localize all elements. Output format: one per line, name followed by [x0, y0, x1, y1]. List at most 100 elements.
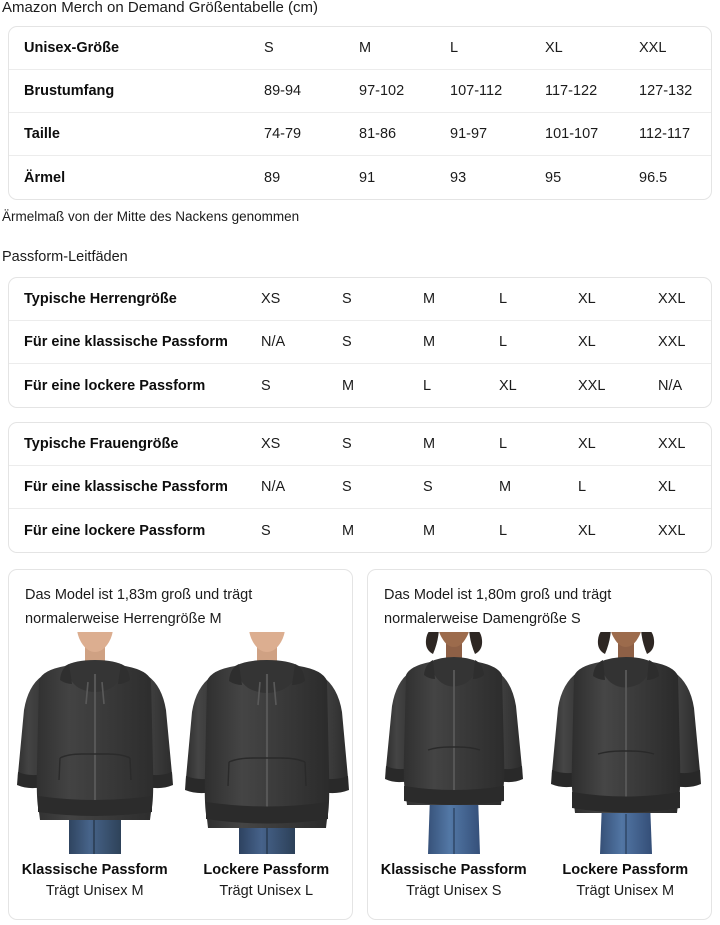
cell-value: S — [423, 479, 433, 495]
female-model-card: Das Model ist 1,80m groß und trägt norma… — [367, 569, 712, 920]
table-row: Für eine lockere Passform S M L XL XXL N… — [9, 364, 711, 407]
male-figure-row — [9, 632, 352, 854]
cell-value: XXL — [658, 522, 686, 539]
male-figure-classic-fit — [9, 632, 181, 854]
row-label: Für eine klassische Passform — [24, 334, 228, 350]
cell-value: XXL — [658, 334, 686, 350]
cell-value: XL — [578, 522, 596, 539]
table-header-row: Unisex-Größe S M L XL XXL — [9, 27, 711, 70]
female-figure-loose-fit — [540, 632, 711, 854]
cell-value: 89 — [264, 169, 281, 186]
cell-value: L — [499, 436, 508, 452]
table-row: Für eine lockere Passform S M M L XL XXL — [9, 509, 711, 552]
fit-guides-heading: Passform-Leitfäden — [2, 249, 128, 265]
sleeve-measurement-note: Ärmelmaß von der Mitte des Nackens genom… — [2, 209, 300, 224]
female-caption-classic: Klassische Passform Trägt Unisex S — [368, 860, 540, 902]
female-hoodie-loose-illustration — [540, 632, 711, 854]
cell-value: 96.5 — [639, 169, 668, 186]
column-header-xxl: XXL — [639, 40, 667, 56]
cell-value: L — [499, 334, 508, 350]
cell-value: XXL — [578, 377, 606, 394]
table-row: Brustumfang 89-94 97-102 107-112 117-122… — [9, 70, 711, 113]
cell-value: M — [423, 436, 436, 452]
cell-value: M — [423, 522, 436, 539]
cell-value: M — [342, 377, 355, 394]
cell-value: XXL — [658, 291, 686, 307]
cell-value: 112-117 — [639, 126, 691, 142]
cell-value: S — [342, 334, 352, 350]
male-caption-loose: Lockere Passform Trägt Unisex L — [181, 860, 353, 902]
cell-value: XL — [499, 377, 517, 394]
cell-value: 107-112 — [450, 83, 503, 99]
male-model-heading: Das Model ist 1,83m groß und trägt norma… — [25, 587, 253, 627]
male-model-card: Das Model ist 1,83m groß und trägt norma… — [8, 569, 353, 920]
column-header-l: L — [450, 40, 459, 56]
row-label: Ärmel — [24, 169, 66, 186]
unisex-size-table: Unisex-Größe S M L XL XXL Brustumfang 89… — [8, 26, 712, 200]
row-label: Taille — [24, 126, 60, 142]
male-hoodie-loose-illustration — [181, 632, 352, 854]
column-header-m: M — [359, 40, 372, 56]
cell-value: 101-107 — [545, 126, 599, 142]
cell-value: XXL — [658, 436, 686, 452]
table-row: Für eine klassische Passform N/A S S M L… — [9, 466, 711, 509]
cell-value: 74-79 — [264, 126, 302, 142]
column-header-xl: XL — [545, 40, 563, 56]
male-figure-loose-fit — [181, 632, 352, 854]
womens-fit-table: Typische Frauengröße XS S M L XL XXL Für… — [8, 422, 712, 553]
cell-value: L — [578, 479, 587, 495]
cell-value: N/A — [261, 479, 286, 495]
female-caption-row: Klassische Passform Trägt Unisex S Locke… — [368, 860, 711, 902]
cell-value: M — [423, 334, 436, 350]
male-caption-classic: Klassische Passform Trägt Unisex M — [9, 860, 181, 902]
cell-value: 93 — [450, 169, 467, 186]
page-title: Amazon Merch on Demand Größentabelle (cm… — [2, 0, 318, 16]
cell-value: S — [261, 522, 271, 539]
row-label: Für eine klassische Passform — [24, 479, 228, 495]
cell-value: 127-132 — [639, 83, 693, 99]
cell-value: M — [499, 479, 512, 495]
cell-value: S — [342, 479, 352, 495]
cell-value: 95 — [545, 169, 562, 186]
female-caption-loose: Lockere Passform Trägt Unisex M — [540, 860, 712, 902]
wears-label: Trägt Unisex L — [219, 883, 314, 899]
female-figure-classic-fit — [368, 632, 540, 854]
column-header-s: S — [264, 40, 274, 56]
cell-value: N/A — [261, 334, 286, 350]
cell-value: 89-94 — [264, 83, 302, 99]
cell-value: XL — [658, 479, 676, 495]
wears-label: Trägt Unisex M — [45, 883, 144, 899]
cell-value: 91 — [359, 169, 376, 186]
row-label: Brustumfang — [24, 83, 115, 99]
female-figure-row — [368, 632, 711, 854]
table-row: Typische Herrengröße XS S M L XL XXL — [9, 278, 711, 321]
mens-fit-table: Typische Herrengröße XS S M L XL XXL Für… — [8, 277, 712, 408]
cell-value: M — [342, 522, 355, 539]
cell-value: 97-102 — [359, 83, 405, 99]
cell-value: 81-86 — [359, 126, 397, 142]
row-label: Für eine lockere Passform — [24, 522, 206, 539]
table-row: Für eine klassische Passform N/A S M L X… — [9, 321, 711, 364]
female-model-heading: Das Model ist 1,80m groß und trägt norma… — [384, 587, 612, 627]
cell-value: N/A — [658, 377, 683, 394]
cell-value: 117-122 — [545, 83, 598, 99]
cell-value: XL — [578, 291, 596, 307]
cell-value: L — [499, 291, 508, 307]
wears-label: Trägt Unisex S — [406, 883, 502, 899]
fit-label: Klassische Passform — [21, 862, 168, 878]
cell-value: XL — [578, 334, 596, 350]
cell-value: XS — [261, 291, 281, 307]
cell-value: M — [423, 291, 436, 307]
fit-label: Lockere Passform — [203, 862, 330, 878]
table-row: Taille 74-79 81-86 91-97 101-107 112-117 — [9, 113, 711, 156]
row-label: Typische Frauengröße — [24, 436, 179, 452]
table-row: Typische Frauengröße XS S M L XL XXL — [9, 423, 711, 466]
cell-value: S — [261, 377, 271, 394]
cell-value: XS — [261, 436, 281, 452]
row-label: Typische Herrengröße — [24, 291, 177, 307]
cell-value: S — [342, 291, 352, 307]
cell-value: 91-97 — [450, 126, 488, 142]
wears-label: Trägt Unisex M — [576, 883, 675, 899]
cell-value: S — [342, 436, 352, 452]
